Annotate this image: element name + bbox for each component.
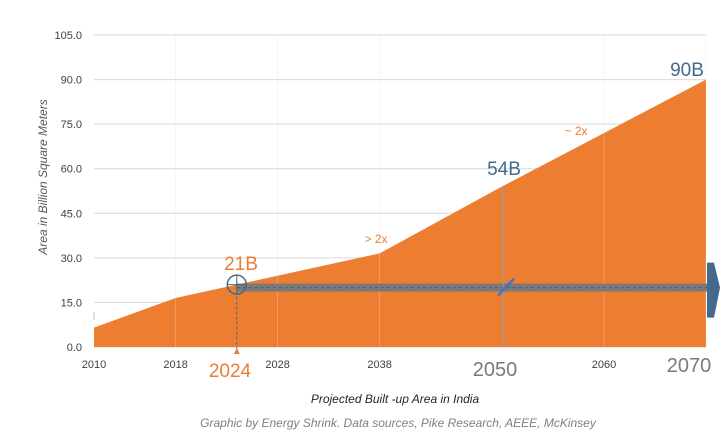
slider-handle — [707, 262, 720, 318]
overlay-markers — [93, 35, 720, 354]
y-tick-label: 75.0 — [61, 119, 82, 131]
annotation-ratio-mid: > 2x — [364, 232, 387, 246]
y-tick-label: 45.0 — [61, 208, 82, 220]
reference-bar — [236, 283, 715, 292]
annotation-2070-value: 90B — [670, 60, 704, 81]
x-highlight-2050: 2050 — [473, 359, 518, 381]
y-tick-label: 15.0 — [61, 297, 82, 309]
x-tick-label: 2010 — [82, 359, 106, 371]
marker-2024 — [226, 274, 248, 295]
area-series — [94, 79, 706, 348]
y-tick-label: 90.0 — [61, 75, 82, 87]
x-axis-title: Projected Built -up Area in India — [311, 392, 480, 406]
credit-text: Graphic by Energy Shrink. Data sources, … — [200, 416, 597, 430]
annotation-2050-value: 54B — [487, 159, 521, 180]
caret-2024 — [233, 348, 240, 354]
x-tick-label: 2028 — [265, 359, 289, 371]
y-tick-label: 30.0 — [61, 253, 82, 265]
x-tick-labels: 2010 2018 2028 2038 2060 — [82, 359, 616, 371]
y-tick-labels: 0.0 15.0 30.0 45.0 60.0 75.0 90.0 105.0 — [54, 30, 82, 354]
annotation-2024-value: 21B — [224, 254, 258, 275]
x-tick-label: 2060 — [592, 359, 616, 371]
y-tick-label: 60.0 — [61, 164, 82, 176]
x-tick-label: 2018 — [163, 359, 187, 371]
y-tick-label: 105.0 — [54, 30, 82, 42]
marker-2050 — [497, 277, 515, 297]
x-highlight-2070: 2070 — [667, 355, 712, 377]
x-highlight-2024: 2024 — [209, 361, 252, 382]
annotation-ratio-late: ~ 2x — [564, 124, 587, 138]
y-axis-label: Area in Billion Square Meters — [36, 99, 50, 255]
x-tick-label: 2038 — [367, 359, 391, 371]
y-tick-label: 0.0 — [67, 342, 82, 354]
